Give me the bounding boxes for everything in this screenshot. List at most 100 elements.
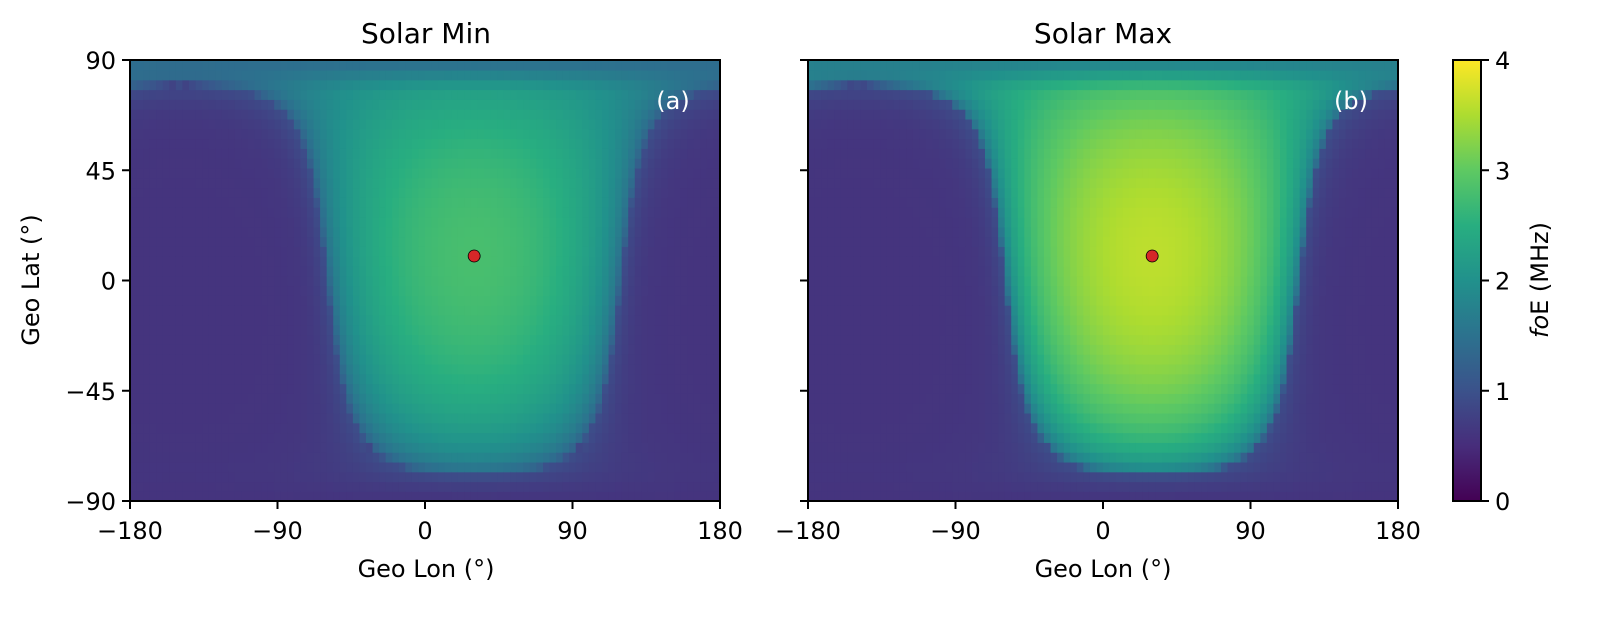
heatmap-cell	[556, 393, 564, 404]
heatmap-cell	[667, 118, 675, 130]
heatmap-cell	[588, 99, 596, 110]
heatmap-cell	[418, 207, 426, 218]
heatmap-cell	[821, 403, 829, 414]
heatmap-cell	[385, 246, 393, 257]
heatmap-cell	[661, 373, 669, 385]
heatmap-cell	[674, 99, 682, 110]
heatmap-cell	[569, 452, 577, 463]
heatmap-cell	[628, 187, 636, 198]
heatmap-cell	[867, 236, 875, 247]
heatmap-cell	[182, 89, 190, 100]
heatmap-cell	[939, 412, 947, 424]
heatmap-cell	[280, 442, 288, 453]
heatmap-cell	[821, 324, 829, 336]
heatmap-cell	[932, 99, 940, 110]
heatmap-cell	[814, 314, 822, 326]
heatmap-cell	[588, 393, 596, 404]
heatmap-cell	[313, 89, 321, 100]
heatmap-cell	[654, 207, 662, 218]
heatmap-cell	[208, 314, 216, 326]
heatmap-cell	[847, 314, 855, 326]
heatmap-cell	[261, 344, 269, 355]
heatmap-cell	[503, 197, 511, 208]
heatmap-cell	[470, 197, 478, 208]
heatmap-cell	[595, 393, 603, 404]
heatmap-cell	[674, 314, 682, 326]
heatmap-cell	[860, 334, 868, 345]
heatmap-cell	[674, 461, 682, 473]
heatmap-cell	[149, 60, 157, 71]
heatmap-cell	[661, 69, 669, 81]
heatmap-cell	[287, 128, 295, 140]
heatmap-cell	[873, 461, 881, 473]
heatmap-cell	[674, 265, 682, 277]
heatmap-cell	[221, 285, 229, 296]
heatmap-cell	[556, 60, 564, 71]
heatmap-cell	[313, 461, 321, 473]
heatmap-cell	[906, 324, 914, 336]
heatmap-cell	[254, 285, 262, 296]
heatmap-cell	[130, 187, 138, 198]
heatmap-cell	[195, 99, 203, 110]
heatmap-cell	[339, 158, 347, 169]
heatmap-cell	[661, 324, 669, 336]
heatmap-cell	[575, 275, 583, 287]
heatmap-cell	[438, 363, 446, 375]
heatmap-cell	[634, 118, 642, 130]
heatmap-cell	[569, 285, 577, 296]
heatmap-cell	[418, 354, 426, 365]
heatmap-cell	[827, 334, 835, 345]
heatmap-cell	[628, 403, 636, 414]
heatmap-cell	[860, 393, 868, 404]
heatmap-cell	[392, 60, 400, 71]
heatmap-cell	[411, 422, 419, 434]
heatmap-cell	[379, 69, 387, 81]
heatmap-cell	[687, 128, 695, 140]
heatmap-cell	[451, 285, 459, 296]
heatmap-cell	[425, 314, 433, 326]
heatmap-cell	[228, 471, 236, 483]
heatmap-cell	[392, 324, 400, 336]
heatmap-cell	[529, 383, 537, 394]
heatmap-cell	[880, 412, 888, 424]
heatmap-cell	[385, 354, 393, 365]
heatmap-cell	[189, 158, 197, 169]
heatmap-cell	[847, 236, 855, 247]
heatmap-cell	[523, 109, 531, 120]
heatmap-cell	[392, 471, 400, 483]
heatmap-cell	[886, 442, 894, 453]
heatmap-cell	[926, 69, 934, 81]
heatmap-cell	[162, 373, 170, 385]
heatmap-cell	[873, 158, 881, 169]
heatmap-cell	[234, 207, 242, 218]
heatmap-cell	[379, 373, 387, 385]
heatmap-cell	[834, 187, 842, 198]
heatmap-cell	[261, 363, 269, 375]
heatmap-cell	[136, 275, 144, 287]
heatmap-cell	[130, 305, 138, 316]
heatmap-cell	[661, 412, 669, 424]
heatmap-cell	[195, 334, 203, 345]
heatmap-cell	[641, 363, 649, 375]
heatmap-cell	[503, 99, 511, 110]
heatmap-cell	[248, 109, 256, 120]
heatmap-cell	[149, 285, 157, 296]
heatmap-cell	[886, 383, 894, 394]
heatmap-cell	[287, 109, 295, 120]
heatmap-cell	[405, 354, 413, 365]
heatmap-cell	[687, 383, 695, 394]
heatmap-cell	[366, 207, 374, 218]
heatmap-cell	[608, 344, 616, 355]
heatmap-cell	[939, 422, 947, 434]
heatmap-cell	[267, 79, 275, 91]
heatmap-cell	[195, 432, 203, 443]
heatmap-cell	[654, 187, 662, 198]
heatmap-cell	[821, 99, 829, 110]
heatmap-cell	[628, 256, 636, 267]
heatmap-cell	[379, 383, 387, 394]
heatmap-cell	[346, 334, 354, 345]
heatmap-cell	[470, 305, 478, 316]
heatmap-cell	[687, 187, 695, 198]
heatmap-cell	[641, 275, 649, 287]
heatmap-cell	[608, 256, 616, 267]
